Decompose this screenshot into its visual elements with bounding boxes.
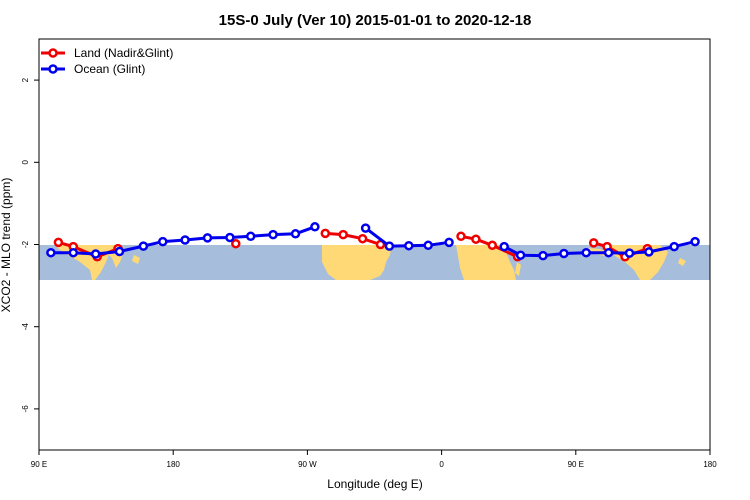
data-point [357,233,368,244]
data-point [290,229,301,239]
x-tick-label: 90 E [31,460,47,469]
land-africa [456,245,516,280]
legend: Land (Nadir&Glint) Ocean (Glint) [41,46,173,76]
legend-land-marker [48,48,58,58]
land-pacific-island [678,258,686,266]
data-point [404,240,414,251]
y-axis-title: XCO2 - MLO trend (ppm) [0,178,13,313]
chart-title: 15S-0 July (Ver 10) 2015-01-01 to 2020-1… [219,12,532,29]
data-point [225,232,235,243]
data-point [669,241,679,252]
data-point [138,241,149,251]
data-point [644,247,654,257]
data-point [320,228,331,239]
data-point [588,238,599,248]
land-madagascar [515,262,521,276]
data-point [515,250,526,260]
data-point [114,246,125,257]
legend-ocean-marker [48,64,58,74]
data-point [180,235,190,245]
data-point [268,229,278,240]
data-point [245,231,256,242]
x-axis: 90 E 180 90 W 0 90 E 180 [31,450,717,469]
data-point [624,248,635,258]
data-point [90,249,101,259]
data-point [158,236,168,247]
x-tick-label: 180 [703,460,717,469]
x-tick-label: 90 W [298,460,317,469]
y-tick-label: -4 [21,323,30,331]
y-tick-label: -6 [21,405,30,413]
series-ocean [46,222,700,261]
data-point [53,237,64,248]
data-point [68,247,79,258]
y-tick-label: -2 [21,240,30,248]
data-point [471,234,481,244]
series-line [325,231,381,246]
y-axis: 2 0 -2 -4 -6 [21,77,39,412]
series-line [503,240,696,258]
data-point [456,231,466,242]
legend-item-ocean: Ocean (Glint) [41,62,145,76]
land-island [132,255,140,264]
x-axis-title: Longitude (deg E) [327,477,422,491]
data-point [690,236,700,247]
series-layer [46,222,700,262]
data-point [487,240,498,251]
legend-land-label: Land (Nadir&Glint) [74,46,173,60]
data-point [46,247,56,258]
x-tick-label: 0 [439,460,444,469]
data-point [231,238,241,249]
data-point [360,223,371,233]
legend-ocean-label: Ocean (Glint) [74,62,145,76]
data-point [423,240,433,251]
y-tick-label: 2 [21,77,30,82]
data-point [310,222,320,232]
legend-item-land: Land (Nadir&Glint) [41,46,173,60]
x-tick-label: 90 E [568,460,584,469]
y-tick-label: 0 [21,160,30,165]
data-point [581,247,591,258]
land-south-america [322,245,392,280]
data-point [338,229,348,240]
data-point [202,233,213,243]
data-point [603,247,614,258]
data-point [538,250,548,261]
data-point [499,241,509,252]
data-point [384,241,395,251]
x-tick-label: 180 [167,460,181,469]
data-point [559,248,569,259]
data-point [444,237,454,248]
